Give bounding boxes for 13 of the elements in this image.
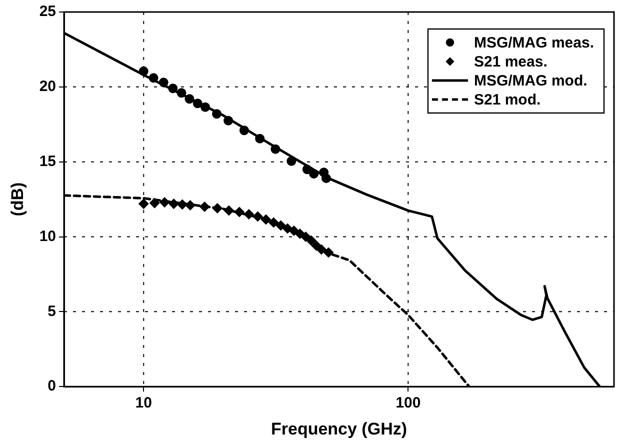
y-tick-label: 0	[48, 378, 56, 395]
x-tick-label: 100	[396, 394, 421, 412]
legend-label: MSG/MAG meas.	[474, 34, 594, 52]
legend-label: S21 mod.	[474, 92, 541, 109]
y-tick-label: 15	[39, 152, 56, 170]
y-tick-label: 25	[39, 3, 56, 20]
legend-label: MSG/MAG mod.	[474, 72, 588, 90]
y-tick-label: 5	[48, 302, 56, 320]
y-axis-title: (dB)	[8, 182, 27, 216]
y-tick-label: 20	[39, 78, 56, 96]
y-tick-label: 10	[39, 228, 56, 245]
x-axis-title: Frequency (GHz)	[270, 419, 408, 438]
legend-label: S21 meas.	[474, 54, 548, 71]
